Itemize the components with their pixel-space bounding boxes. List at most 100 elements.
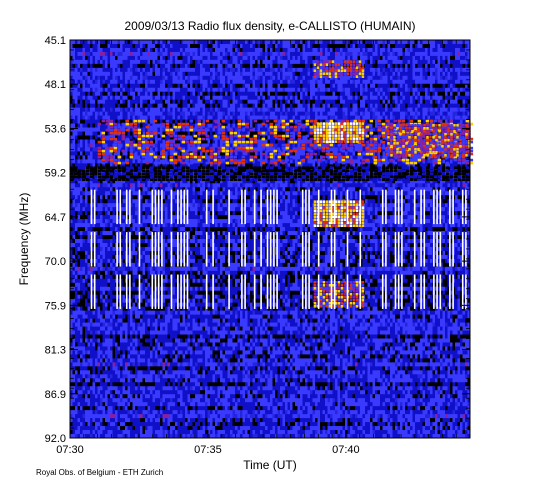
heatmap-cell: [447, 51, 451, 57]
heatmap-cell: [330, 40, 333, 45]
heatmap-cell: [172, 67, 176, 73]
heatmap-cell: [90, 111, 93, 117]
heatmap-cell: [225, 51, 228, 57]
heatmap-cell: [287, 159, 291, 164]
heatmap-cell: [255, 43, 258, 49]
heatmap-cell: [345, 51, 348, 57]
heatmap-cell: [207, 155, 211, 160]
heatmap-cell: [112, 159, 116, 164]
heatmap-cell: [277, 135, 281, 140]
heatmap-cell: [250, 131, 253, 136]
heatmap-cell: [422, 115, 426, 120]
heatmap-cell: [110, 95, 113, 101]
heatmap-cell: [372, 115, 376, 120]
heatmap-cell: [105, 111, 108, 117]
heatmap-cell: [210, 63, 213, 69]
heatmap-cell: [327, 40, 331, 45]
heatmap-cell: [207, 43, 211, 49]
heatmap-cell: [215, 107, 218, 113]
heatmap-cell: [237, 159, 241, 164]
heatmap-cell: [455, 115, 458, 120]
heatmap-cell: [262, 119, 266, 124]
heatmap-cell: [282, 40, 286, 45]
heatmap-cell: [160, 75, 163, 81]
heatmap-cell: [142, 99, 146, 105]
heatmap-cell: [300, 107, 303, 113]
heatmap-cell: [425, 43, 428, 49]
heatmap-cell: [135, 91, 138, 97]
heatmap-cell: [157, 143, 161, 148]
heatmap-cell: [350, 159, 353, 164]
heatmap-cell: [165, 43, 168, 49]
heatmap-cell: [315, 47, 318, 53]
heatmap-cell: [377, 75, 381, 81]
heatmap-cell: [220, 87, 223, 93]
heatmap-cell: [452, 83, 456, 89]
heatmap-cell: [365, 47, 368, 53]
heatmap-cell: [460, 91, 463, 97]
heatmap-cell: [337, 47, 341, 53]
heatmap-cell: [255, 115, 258, 120]
heatmap-cell: [270, 40, 273, 45]
heatmap-cell: [430, 107, 433, 113]
heatmap-cell: [217, 63, 221, 69]
heatmap-cell: [162, 147, 166, 152]
heatmap-cell: [105, 123, 108, 128]
heatmap-cell: [442, 87, 446, 93]
heatmap-cell: [202, 99, 206, 105]
heatmap-cell: [257, 99, 261, 105]
heatmap-cell: [95, 143, 98, 148]
heatmap-cell: [132, 159, 136, 164]
heatmap-cell: [440, 63, 443, 69]
heatmap-cell: [195, 51, 198, 57]
heatmap-cell: [357, 40, 361, 45]
heatmap-cell: [317, 115, 321, 120]
heatmap-cell: [405, 103, 408, 109]
heatmap-cell: [157, 163, 161, 168]
heatmap-cell: [262, 107, 266, 113]
heatmap-cell: [152, 63, 156, 69]
heatmap-cell: [272, 155, 276, 160]
heatmap-cell: [87, 119, 91, 124]
heatmap-cell: [85, 131, 88, 136]
heatmap-cell: [220, 159, 223, 164]
heatmap-cell: [210, 115, 213, 120]
heatmap-cell: [165, 55, 168, 61]
heatmap-cell: [135, 83, 138, 89]
heatmap-cell: [97, 91, 101, 97]
heatmap-cell: [407, 155, 411, 160]
heatmap-cell: [220, 131, 223, 136]
heatmap-cell: [90, 139, 93, 144]
heatmap-cell: [185, 135, 188, 140]
heatmap-cell: [252, 87, 256, 93]
heatmap-cell: [205, 40, 208, 45]
heatmap-cell: [387, 155, 391, 160]
heatmap-cell: [87, 83, 91, 89]
heatmap-cell: [442, 99, 446, 105]
heatmap-cell: [345, 40, 348, 45]
heatmap-cell: [362, 103, 366, 109]
heatmap-cell: [240, 107, 243, 113]
heatmap-cell: [135, 107, 138, 113]
heatmap-cell: [290, 159, 293, 164]
heatmap-cell: [412, 71, 416, 77]
heatmap-cell: [167, 67, 171, 73]
heatmap-cell: [120, 163, 123, 168]
heatmap-cell: [437, 63, 441, 69]
heatmap-cell: [310, 47, 313, 53]
heatmap-cell: [270, 159, 273, 164]
heatmap-cell: [87, 87, 91, 93]
heatmap-cell: [80, 123, 83, 128]
heatmap-cell: [285, 139, 288, 144]
heatmap-cell: [255, 95, 258, 101]
heatmap-cell: [330, 123, 333, 128]
heatmap-cell: [367, 75, 371, 81]
heatmap-cell: [122, 119, 126, 124]
heatmap-cell: [327, 103, 331, 109]
heatmap-cell: [87, 155, 91, 160]
heatmap-cell: [150, 91, 153, 97]
heatmap-cell: [75, 123, 78, 128]
heatmap-cell: [75, 83, 78, 89]
heatmap-cell: [170, 63, 173, 69]
heatmap-cell: [235, 47, 238, 53]
